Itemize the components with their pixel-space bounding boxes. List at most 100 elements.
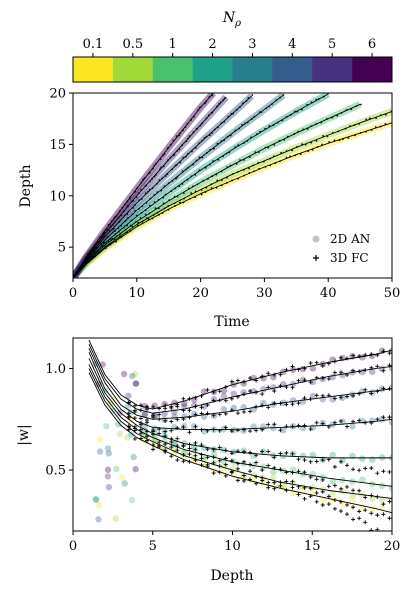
depth-time-point	[71, 276, 73, 278]
w-depth-3d-point	[217, 458, 222, 463]
colorbar-tick-label: 0.5	[122, 37, 143, 52]
w-depth-3d-point	[241, 478, 246, 483]
w-depth-ylabel: |w|	[16, 424, 32, 445]
w-depth-3d-point	[241, 409, 246, 414]
w-depth-point	[92, 496, 100, 504]
w-depth-3d-point	[387, 516, 392, 521]
w-depth-point	[171, 424, 178, 431]
w-depth-3d-point	[375, 471, 380, 476]
w-depth-3d-point	[345, 502, 350, 507]
w-depth-point	[161, 427, 168, 435]
depth-time-plot: 0 10 20 30 40 50 5 10 15 20 Time Depth 2D AN 3D …	[18, 87, 400, 331]
y-tick-label: 5	[58, 241, 66, 256]
w-depth-3d-point	[175, 436, 180, 441]
w-depth-point	[368, 505, 376, 512]
w-depth-point	[289, 397, 297, 404]
w-depth-point	[128, 496, 136, 504]
w-depth-3d-point	[248, 450, 253, 455]
colorbar-label-sub: ρ	[234, 18, 241, 29]
x-tick-label: 10	[129, 286, 146, 301]
w-depth-point	[289, 466, 297, 474]
w-depth-3d-point	[187, 446, 192, 451]
w-depth-3d-point	[151, 404, 156, 409]
w-depth-3d-point	[296, 457, 301, 462]
w-depth-point	[115, 421, 122, 428]
w-depth-fit-line	[88, 343, 392, 414]
w-depth-3d-point	[338, 459, 343, 464]
w-depth-3d-point	[205, 387, 210, 392]
depth-time-fit-line	[73, 94, 284, 278]
w-depth-point	[329, 395, 336, 403]
depth-time-fit-line	[73, 103, 361, 278]
w-depth-3d-point	[193, 440, 198, 445]
w-depth-point	[329, 496, 336, 504]
x-tick-label: 10	[224, 539, 241, 554]
w-depth-3d-point	[266, 485, 271, 490]
w-depth-point	[190, 443, 198, 450]
w-depth-point	[368, 417, 376, 424]
w-depth-3d-point	[199, 405, 204, 410]
w-depth-3d-point	[332, 396, 337, 401]
w-depth-3d-point	[290, 364, 295, 369]
w-depth-3d-point	[320, 477, 325, 482]
colorbar-swatch	[73, 57, 114, 82]
w-depth-3d-point	[381, 512, 386, 517]
w-depth-3d-point	[193, 453, 198, 458]
w-depth-point	[124, 434, 131, 441]
w-depth-point	[368, 495, 376, 502]
w-depth-3d-point	[326, 502, 331, 507]
w-depth-point	[104, 466, 112, 474]
legend-3d-label: 3D FC	[330, 251, 369, 265]
w-depth-point	[299, 483, 307, 491]
w-depth-point	[130, 453, 137, 461]
w-depth-3d-point	[296, 492, 301, 497]
w-depth-3d-point	[314, 360, 319, 365]
w-depth-3d-point	[345, 484, 350, 489]
w-depth-point	[103, 422, 110, 430]
colorbar-swatch	[112, 57, 154, 82]
w-depth-point	[359, 417, 366, 425]
legend-3d-marker	[313, 255, 319, 261]
w-depth-3d-point	[369, 528, 374, 531]
colorbar-tick-label: 4	[288, 37, 296, 52]
w-depth-3d-point	[205, 462, 210, 467]
w-depth-3d-point	[151, 428, 156, 433]
w-depth-3d-point	[375, 364, 380, 369]
w-depth-point	[125, 392, 132, 400]
w-depth-point	[105, 450, 113, 457]
depth-time-point	[273, 144, 276, 146]
colorbar: Nρ 0.1 0.5 1 2 3 4 5 6	[72, 10, 393, 83]
depth-time-xlabel: Time	[214, 314, 249, 330]
w-depth-3d-point	[254, 428, 259, 433]
depth-time-point	[347, 137, 350, 140]
y-tick-label: 1.0	[45, 362, 66, 377]
w-depth-3d-point	[345, 394, 350, 399]
w-depth-3d-point	[278, 428, 283, 433]
w-depth-3d-point	[308, 361, 313, 366]
w-depth-3d-point	[181, 459, 186, 464]
w-depth-point	[116, 409, 124, 417]
colorbar-swatch	[312, 57, 353, 82]
w-depth-point	[309, 365, 317, 372]
y-tick-label: 10	[49, 189, 66, 204]
w-depth-3d-point	[169, 454, 174, 459]
depth-time-ylabel: Depth	[18, 164, 34, 207]
colorbar-swatch	[272, 57, 313, 82]
w-depth-3d-point	[290, 485, 295, 490]
w-depth-3d-point	[326, 376, 331, 381]
w-depth-point	[96, 448, 104, 455]
w-depth-point	[388, 508, 392, 515]
w-depth-point	[220, 406, 228, 413]
depth-time-point	[291, 149, 294, 152]
w-depth-fit-line	[88, 358, 392, 459]
w-depth-3d-point	[363, 387, 368, 392]
depth-time-point	[322, 135, 325, 137]
w-depth-point	[92, 495, 99, 503]
depth-time-point	[301, 108, 303, 111]
w-depth-3d-point	[332, 506, 337, 511]
depth-time-point	[248, 156, 251, 159]
w-depth-point	[279, 426, 287, 434]
w-depth-3d-point	[363, 495, 368, 500]
w-depth-3d-point	[272, 486, 277, 491]
